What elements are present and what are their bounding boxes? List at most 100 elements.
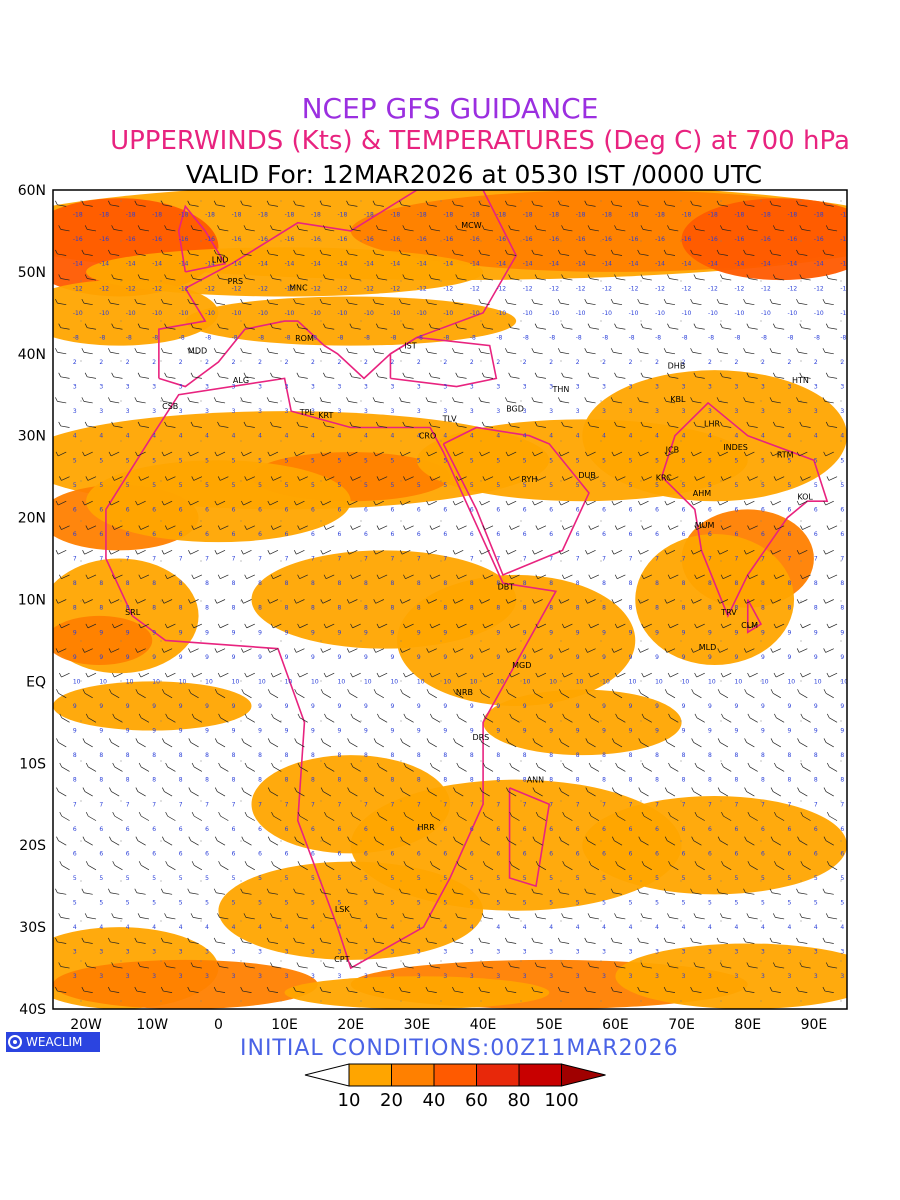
svg-text:9: 9 [735, 728, 739, 735]
svg-text:4: 4 [708, 924, 712, 931]
svg-text:6: 6 [761, 826, 765, 833]
svg-text:5: 5 [390, 457, 394, 464]
svg-text:5: 5 [232, 900, 236, 907]
svg-text:3: 3 [523, 973, 527, 980]
svg-text:9: 9 [655, 703, 659, 710]
svg-text:8: 8 [338, 752, 342, 759]
svg-text:8: 8 [840, 752, 844, 759]
svg-text:6: 6 [205, 826, 209, 833]
svg-text:3: 3 [496, 408, 500, 415]
svg-text:-8: -8 [655, 334, 661, 341]
station-csb: CSB [162, 402, 178, 411]
svg-text:6: 6 [523, 850, 527, 857]
svg-text:6: 6 [655, 506, 659, 513]
svg-text:8: 8 [205, 752, 209, 759]
svg-text:-18: -18 [787, 212, 797, 219]
svg-text:-14: -14 [840, 261, 850, 268]
svg-text:5: 5 [179, 482, 183, 489]
svg-text:-8: -8 [443, 334, 449, 341]
svg-text:-18: -18 [443, 212, 453, 219]
svg-text:3: 3 [840, 408, 844, 415]
svg-text:7: 7 [549, 556, 553, 563]
svg-text:8: 8 [311, 580, 315, 587]
svg-text:-8: -8 [311, 334, 317, 341]
svg-text:3: 3 [311, 384, 315, 391]
svg-text:9: 9 [285, 728, 289, 735]
svg-text:5: 5 [787, 457, 791, 464]
svg-text:8: 8 [232, 605, 236, 612]
station-kol: KOL [797, 492, 813, 501]
svg-text:3: 3 [655, 384, 659, 391]
svg-text:8: 8 [655, 777, 659, 784]
svg-text:3: 3 [708, 973, 712, 980]
svg-text:9: 9 [311, 654, 315, 661]
svg-text:6: 6 [390, 850, 394, 857]
svg-text:8: 8 [179, 605, 183, 612]
svg-text:-16: -16 [285, 236, 295, 243]
svg-text:9: 9 [814, 629, 818, 636]
svg-text:-16: -16 [311, 236, 321, 243]
svg-text:4: 4 [496, 433, 500, 440]
svg-text:-14: -14 [364, 261, 374, 268]
svg-text:3: 3 [390, 973, 394, 980]
svg-text:8: 8 [99, 752, 103, 759]
svg-text:8: 8 [417, 752, 421, 759]
svg-text:4: 4 [179, 924, 183, 931]
svg-text:7: 7 [205, 801, 209, 808]
svg-text:-14: -14 [682, 261, 692, 268]
svg-text:7: 7 [496, 556, 500, 563]
svg-text:3: 3 [205, 384, 209, 391]
svg-text:6: 6 [549, 531, 553, 538]
svg-text:8: 8 [152, 752, 156, 759]
svg-text:9: 9 [682, 703, 686, 710]
svg-text:-10: -10 [285, 310, 295, 317]
svg-text:-12: -12 [549, 285, 559, 292]
svg-text:8: 8 [523, 580, 527, 587]
svg-text:8: 8 [814, 580, 818, 587]
svg-text:5: 5 [364, 482, 368, 489]
svg-text:7: 7 [735, 556, 739, 563]
svg-text:-8: -8 [338, 334, 344, 341]
svg-text:3: 3 [258, 949, 262, 956]
svg-text:-14: -14 [629, 261, 639, 268]
svg-text:5: 5 [258, 900, 262, 907]
svg-text:4: 4 [735, 433, 739, 440]
svg-text:9: 9 [523, 728, 527, 735]
svg-text:-8: -8 [285, 334, 291, 341]
svg-text:3: 3 [470, 973, 474, 980]
svg-text:8: 8 [496, 605, 500, 612]
svg-text:8: 8 [232, 752, 236, 759]
svg-text:9: 9 [549, 728, 553, 735]
svg-text:3: 3 [735, 384, 739, 391]
station-ist: IST [404, 342, 416, 351]
svg-text:7: 7 [814, 801, 818, 808]
svg-text:8: 8 [840, 580, 844, 587]
svg-text:8: 8 [735, 580, 739, 587]
svg-text:8: 8 [761, 752, 765, 759]
svg-text:4: 4 [73, 433, 77, 440]
svg-text:-8: -8 [179, 334, 185, 341]
svg-text:6: 6 [99, 506, 103, 513]
lat-label: 10S [19, 756, 46, 772]
svg-text:6: 6 [126, 531, 130, 538]
svg-text:4: 4 [364, 433, 368, 440]
svg-text:3: 3 [311, 408, 315, 415]
svg-text:9: 9 [152, 654, 156, 661]
svg-text:3: 3 [761, 408, 765, 415]
svg-text:5: 5 [735, 875, 739, 882]
svg-text:5: 5 [152, 482, 156, 489]
svg-text:9: 9 [338, 629, 342, 636]
svg-text:6: 6 [126, 506, 130, 513]
svg-text:9: 9 [417, 703, 421, 710]
svg-text:6: 6 [338, 531, 342, 538]
svg-text:5: 5 [179, 457, 183, 464]
svg-text:8: 8 [338, 777, 342, 784]
svg-text:4: 4 [232, 924, 236, 931]
svg-text:10: 10 [99, 678, 107, 685]
svg-text:3: 3 [232, 384, 236, 391]
svg-text:-16: -16 [523, 236, 533, 243]
station-cro: CRO [419, 432, 436, 441]
svg-text:9: 9 [126, 654, 130, 661]
svg-text:8: 8 [311, 752, 315, 759]
svg-text:9: 9 [470, 629, 474, 636]
